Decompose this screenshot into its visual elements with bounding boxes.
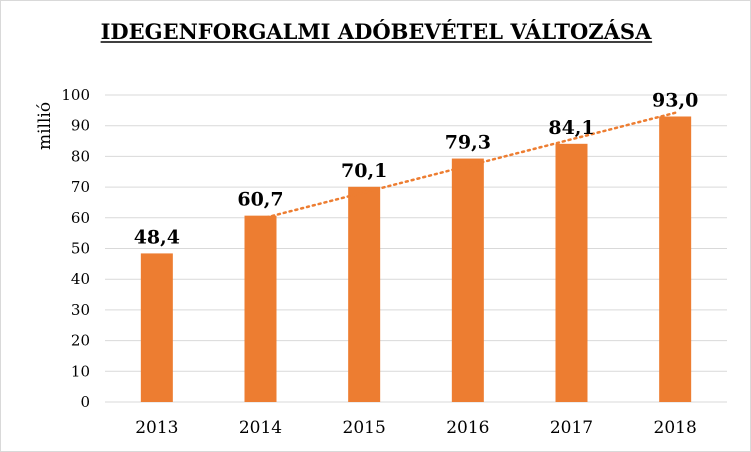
bar-2017	[555, 143, 588, 403]
y-tick-label-0: 0	[80, 393, 90, 411]
data-label-2017: 84,1	[548, 117, 594, 139]
data-labels: 48,4 60,7 70,1 79,3 84,1 93,0	[134, 89, 699, 248]
y-tick-label-100: 100	[61, 86, 90, 104]
data-label-2015: 70,1	[341, 160, 387, 182]
bar-2014	[244, 215, 277, 402]
bar-2015	[348, 186, 381, 402]
bar-2016	[451, 158, 484, 402]
chart-title: IDEGENFORGALMI ADÓBEVÉTEL VÁLTOZÁSA	[101, 19, 652, 44]
bars	[140, 116, 692, 403]
y-tick-label-10: 10	[71, 362, 90, 380]
y-tick-label-60: 60	[71, 209, 90, 227]
x-tick-label-2015: 2015	[343, 418, 386, 438]
y-axis-label: millió	[35, 102, 55, 150]
x-tick-label-2018: 2018	[654, 418, 697, 438]
x-tick-label-2016: 2016	[446, 418, 489, 438]
data-label-2016: 79,3	[445, 132, 491, 154]
trendline-group	[259, 111, 677, 221]
gridlines	[105, 94, 727, 403]
x-tick-label-2013: 2013	[135, 418, 178, 438]
data-label-2014: 60,7	[237, 189, 283, 211]
y-tick-label-20: 20	[71, 332, 90, 350]
x-tick-label-2017: 2017	[550, 418, 593, 438]
x-axis-ticks: 2013 2014 2015 2016 2017 2018	[135, 418, 697, 438]
y-tick-label-40: 40	[71, 270, 90, 288]
trendline	[259, 111, 677, 221]
y-tick-label-30: 30	[71, 301, 90, 319]
data-label-2018: 93,0	[652, 89, 698, 111]
y-tick-label-70: 70	[71, 178, 90, 196]
y-tick-label-50: 50	[71, 240, 90, 258]
y-tick-label-90: 90	[71, 117, 90, 135]
y-tick-label-80: 80	[71, 147, 90, 165]
y-axis-ticks: 0 10 20 30 40 50 60 70 80 90 100	[61, 86, 90, 411]
bar-2013	[140, 253, 173, 402]
x-tick-label-2014: 2014	[239, 418, 282, 438]
data-label-2013: 48,4	[134, 226, 180, 248]
bar-2018	[659, 116, 692, 403]
